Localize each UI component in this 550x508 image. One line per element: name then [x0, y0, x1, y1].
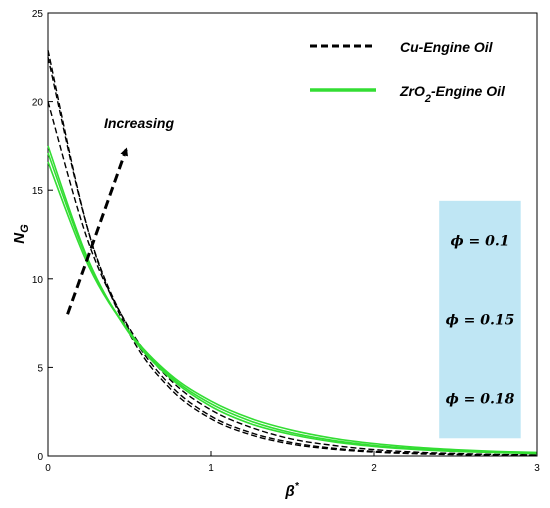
phi-label: ϕ = 0.1	[450, 233, 509, 249]
x-axis-title-sup: *	[295, 481, 300, 492]
x-ticks: 0 1 2 3	[45, 451, 540, 474]
phi-labels: ϕ = 0.1 ϕ = 0.15 ϕ = 0.18	[446, 233, 515, 407]
x-tick-label: 2	[371, 463, 377, 474]
phi-legend-box	[439, 200, 521, 439]
y-axis-title: NG	[11, 224, 31, 244]
cu-series-line-phi-0_18	[47, 50, 538, 456]
y-ticks: 0 5 10 15 20 25	[32, 9, 53, 463]
legend-label-cu: Cu-Engine Oil	[400, 39, 494, 55]
y-tick-label: 25	[32, 9, 44, 20]
y-tick-label: 10	[32, 275, 44, 286]
legend-zro2-rest: -Engine Oil	[431, 83, 506, 99]
phi-label: ϕ = 0.15	[446, 313, 515, 329]
y-tick-label: 5	[37, 363, 43, 374]
series-layer	[47, 50, 538, 456]
x-tick-label: 3	[534, 463, 540, 474]
x-tick-label: 0	[45, 463, 51, 474]
x-axis-title: β*	[284, 481, 299, 500]
zro2-series-line-phi-0_18	[47, 145, 538, 455]
y-tick-label: 15	[32, 186, 44, 197]
y-tick-label: 0	[37, 452, 43, 463]
legend-label-zro2: ZrO2-Engine Oil	[399, 83, 506, 105]
legend-zro2-sub: 2	[424, 93, 431, 105]
y-axis-title-sub: G	[19, 224, 31, 233]
increasing-label: Increasing	[104, 115, 174, 131]
legend-zro2-main: ZrO	[399, 83, 425, 99]
legend: Cu-Engine Oil ZrO2-Engine Oil	[310, 39, 506, 105]
increasing-arrow	[66, 147, 128, 315]
phi-label: ϕ = 0.18	[446, 392, 515, 408]
y-tick-label: 20	[32, 98, 44, 109]
x-tick-label: 1	[208, 463, 214, 474]
